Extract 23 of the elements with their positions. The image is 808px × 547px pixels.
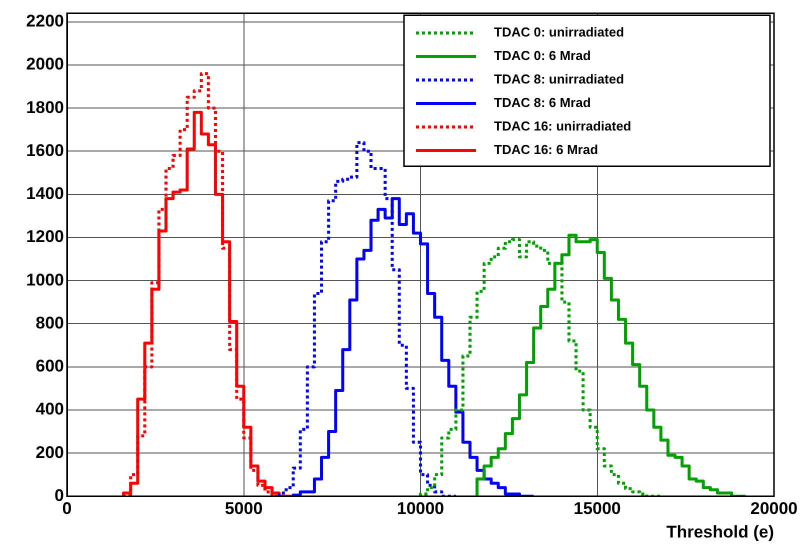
- x-tick-label: 5000: [224, 499, 263, 518]
- y-tick-label: 0: [54, 486, 64, 505]
- x-tick-label: 15000: [574, 499, 621, 518]
- y-tick-label: 200: [36, 442, 64, 462]
- y-tick-label: 1800: [26, 98, 64, 117]
- legend-label: TDAC 8: unirradiated: [494, 72, 624, 87]
- y-tick-label: 1600: [26, 140, 64, 160]
- y-tick-label: 1000: [26, 270, 64, 290]
- y-tick-label: 400: [36, 400, 64, 419]
- y-tick-label: 2200: [26, 12, 64, 31]
- x-axis-title: Threshold (e): [666, 522, 774, 542]
- y-tick-label: 1200: [26, 227, 64, 246]
- x-tick-label: 10000: [396, 499, 444, 518]
- y-tick-label: 600: [36, 356, 64, 376]
- legend-label: TDAC 8: 6 Mrad: [494, 95, 591, 110]
- legend-label: TDAC 0: 6 Mrad: [494, 48, 591, 64]
- legend-label: TDAC 16: 6 Mrad: [494, 142, 598, 158]
- y-tick-label: 1400: [26, 184, 64, 204]
- legend-label: TDAC 16: unirradiated: [494, 118, 632, 134]
- y-tick-label: 2000: [26, 54, 64, 74]
- legend-label: TDAC 0: unirradiated: [494, 24, 624, 40]
- y-tick-label: 800: [36, 313, 64, 332]
- x-tick-label: 20000: [750, 499, 798, 518]
